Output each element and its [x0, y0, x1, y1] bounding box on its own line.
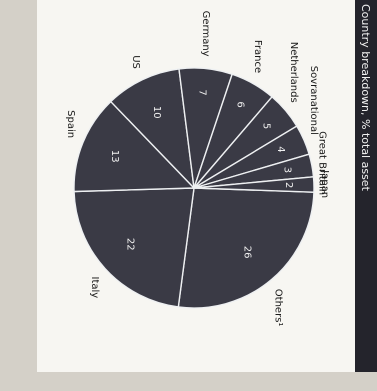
pie-slice-others — [177, 187, 315, 309]
chart-panel: Country breakdown, % total asset 26Other… — [37, 0, 377, 372]
title-bar — [355, 0, 377, 372]
slice-label-germany: Germany — [200, 11, 211, 57]
slice-value-netherlands: 5 — [260, 123, 271, 129]
slice-value-italy: 22 — [125, 238, 136, 251]
slice-value-japan: 2 — [283, 182, 294, 188]
slice-label-netherlands: Netherlands — [288, 42, 299, 103]
slice-value-spain: 13 — [109, 150, 120, 163]
slice-label-spain: Spain — [65, 110, 76, 138]
slice-value-germany: 7 — [197, 89, 208, 95]
slice-label-france: France — [252, 40, 263, 73]
pie-chart: 26 Others¹ 22 Italy 13 Spain 10 US 7 Germany 6 Fran… — [65, 11, 330, 327]
slice-label-others: Others¹ — [272, 289, 283, 327]
chart-title: Country breakdown, % total asset — [359, 4, 372, 192]
pie-slice-us — [110, 68, 195, 189]
slice-value-others: 26 — [241, 246, 252, 259]
slice-label-sovranational: Sovranational — [308, 66, 319, 135]
pie-slice-spain — [73, 100, 195, 193]
slice-label-great-britain: Great Britain — [317, 131, 328, 195]
slice-value-us: 10 — [151, 106, 162, 119]
slice-label-us: US — [130, 55, 141, 69]
slice-value-france: 6 — [234, 101, 245, 107]
slice-value-great-britain: 3 — [281, 167, 292, 173]
pie-slice-japan — [193, 176, 315, 193]
slice-label-japan: Japan — [319, 169, 330, 198]
pie-slice-italy — [73, 187, 195, 308]
slice-label-italy: Italy — [89, 277, 100, 299]
slice-value-sovranational: 4 — [275, 146, 286, 152]
